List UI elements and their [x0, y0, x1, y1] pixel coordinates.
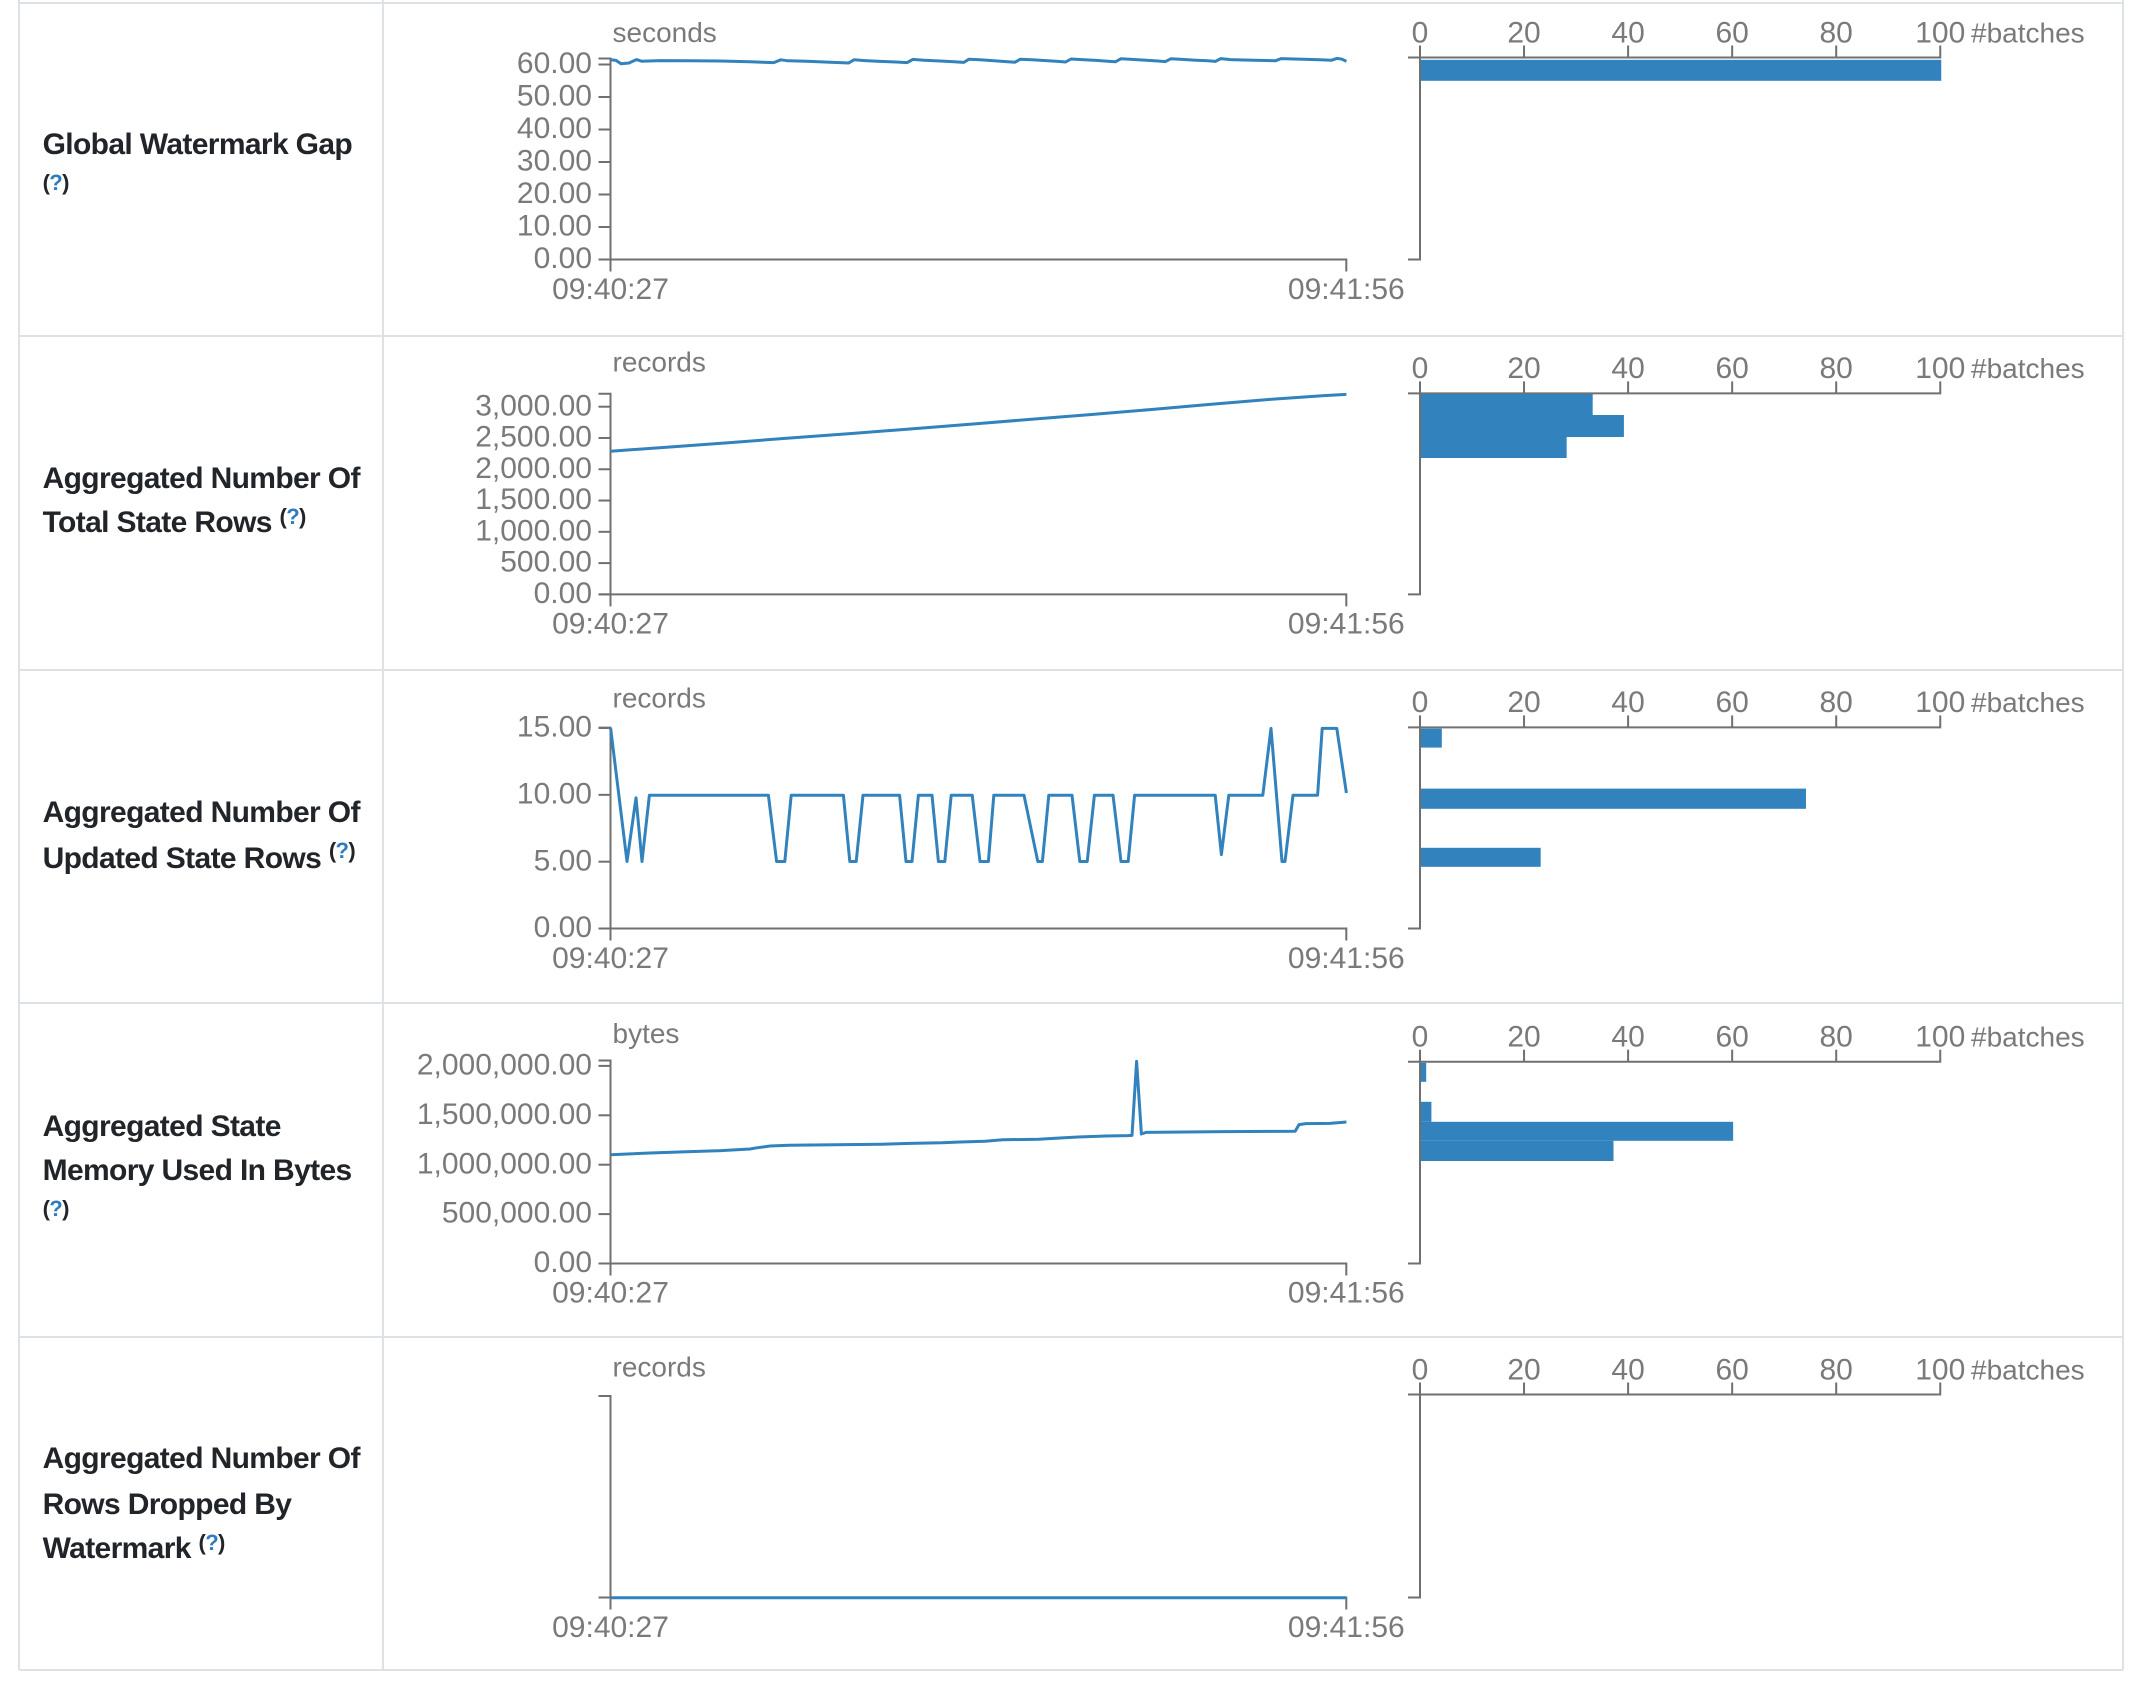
svg-text:#batches: #batches	[1971, 1022, 2085, 1053]
svg-text:09:40:27: 09:40:27	[552, 1277, 669, 1310]
svg-text:5.00: 5.00	[534, 844, 592, 877]
svg-text:500.00: 500.00	[500, 546, 592, 579]
svg-text:50.00: 50.00	[517, 80, 592, 113]
svg-text:100: 100	[1915, 16, 1965, 49]
svg-text:100: 100	[1915, 1021, 1965, 1054]
svg-text:60: 60	[1715, 1021, 1748, 1054]
svg-text:1,000,000.00: 1,000,000.00	[417, 1147, 592, 1180]
svg-text:60: 60	[1715, 1353, 1748, 1386]
svg-text:09:40:27: 09:40:27	[552, 273, 669, 306]
svg-text:80: 80	[1820, 1353, 1853, 1386]
svg-text:20: 20	[1507, 686, 1540, 719]
svg-text:records: records	[613, 682, 706, 713]
svg-text:40.00: 40.00	[517, 112, 592, 145]
svg-text:500,000.00: 500,000.00	[442, 1197, 592, 1230]
svg-text:#batches: #batches	[1971, 1354, 2085, 1385]
svg-text:09:40:27: 09:40:27	[552, 1611, 669, 1644]
svg-text:0: 0	[1412, 1353, 1429, 1386]
svg-text:100: 100	[1915, 352, 1965, 385]
svg-text:20: 20	[1507, 352, 1540, 385]
svg-text:1,000.00: 1,000.00	[475, 514, 592, 547]
svg-text:09:41:56: 09:41:56	[1288, 608, 1405, 641]
svg-text:80: 80	[1820, 352, 1853, 385]
svg-text:records: records	[613, 1351, 706, 1382]
svg-text:60: 60	[1715, 686, 1748, 719]
svg-text:100: 100	[1915, 686, 1965, 719]
svg-text:0: 0	[1412, 16, 1429, 49]
svg-text:2,500.00: 2,500.00	[475, 421, 592, 454]
svg-text:60.00: 60.00	[517, 47, 592, 80]
svg-text:60: 60	[1715, 352, 1748, 385]
svg-text:bytes: bytes	[613, 1018, 680, 1049]
svg-text:80: 80	[1820, 686, 1853, 719]
svg-text:0: 0	[1412, 686, 1429, 719]
svg-text:#batches: #batches	[1971, 687, 2085, 718]
svg-text:09:41:56: 09:41:56	[1288, 1277, 1405, 1310]
svg-text:09:40:27: 09:40:27	[552, 942, 669, 975]
svg-text:3,000.00: 3,000.00	[475, 389, 592, 422]
svg-text:10.00: 10.00	[517, 210, 592, 243]
svg-text:80: 80	[1820, 16, 1853, 49]
svg-text:09:41:56: 09:41:56	[1288, 273, 1405, 306]
svg-text:60: 60	[1715, 16, 1748, 49]
svg-text:2,000.00: 2,000.00	[475, 452, 592, 485]
svg-text:20: 20	[1507, 1353, 1540, 1386]
svg-text:40: 40	[1611, 1353, 1644, 1386]
svg-text:0.00: 0.00	[534, 1246, 592, 1279]
svg-text:10.00: 10.00	[517, 777, 592, 810]
svg-text:20: 20	[1507, 16, 1540, 49]
svg-text:0.00: 0.00	[534, 242, 592, 275]
svg-text:09:40:27: 09:40:27	[552, 608, 669, 641]
svg-text:1,500.00: 1,500.00	[475, 483, 592, 516]
svg-text:15.00: 15.00	[517, 711, 592, 744]
svg-text:1,500,000.00: 1,500,000.00	[417, 1098, 592, 1131]
svg-text:0: 0	[1412, 1021, 1429, 1054]
svg-text:40: 40	[1611, 686, 1644, 719]
svg-text:0.00: 0.00	[534, 911, 592, 944]
svg-text:100: 100	[1915, 1353, 1965, 1386]
svg-text:0: 0	[1412, 352, 1429, 385]
svg-text:40: 40	[1611, 16, 1644, 49]
svg-text:20: 20	[1507, 1021, 1540, 1054]
svg-text:40: 40	[1611, 1021, 1644, 1054]
svg-text:0.00: 0.00	[534, 577, 592, 610]
svg-text:40: 40	[1611, 352, 1644, 385]
svg-text:30.00: 30.00	[517, 145, 592, 178]
svg-text:records: records	[613, 347, 706, 378]
svg-text:2,000,000.00: 2,000,000.00	[417, 1049, 592, 1082]
svg-text:20.00: 20.00	[517, 177, 592, 210]
svg-text:#batches: #batches	[1971, 17, 2085, 48]
svg-text:seconds: seconds	[613, 17, 717, 48]
svg-text:09:41:56: 09:41:56	[1288, 942, 1405, 975]
svg-text:09:41:56: 09:41:56	[1288, 1611, 1405, 1644]
svg-text:#batches: #batches	[1971, 353, 2085, 384]
svg-text:80: 80	[1820, 1021, 1853, 1054]
